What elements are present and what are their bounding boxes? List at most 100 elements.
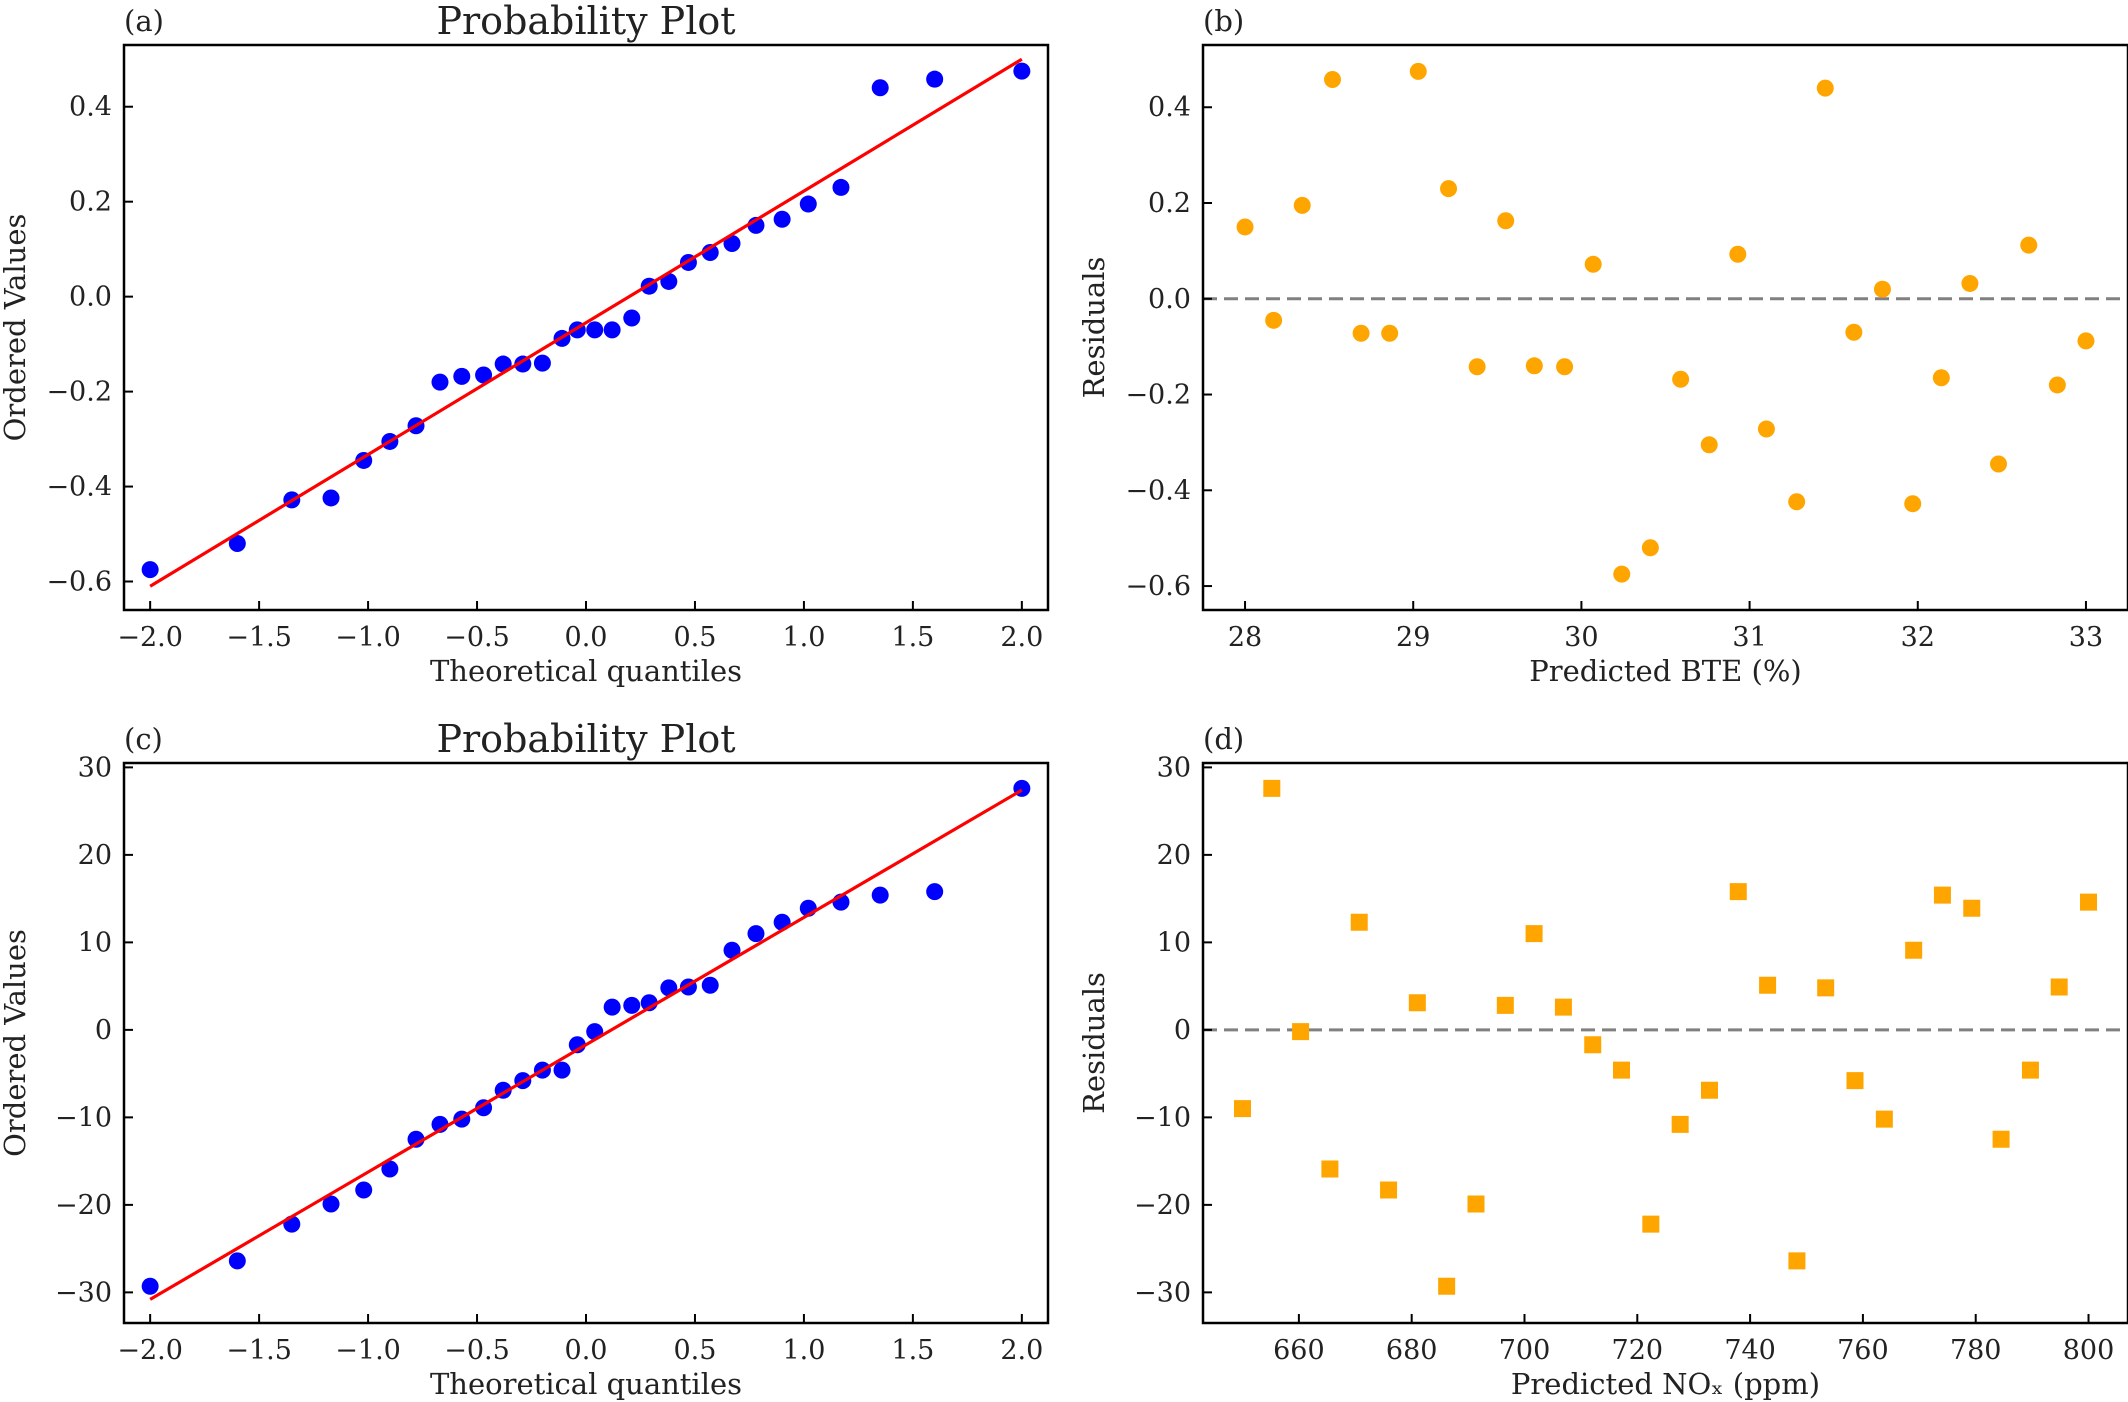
- data-point: [1556, 358, 1574, 376]
- data-point: [723, 234, 741, 252]
- x-tick-label: 1.5: [891, 622, 934, 653]
- data-point: [1467, 1195, 1485, 1213]
- data-point: [1321, 1160, 1339, 1178]
- y-tick-label: −20: [1134, 1190, 1191, 1221]
- data-point: [407, 1130, 425, 1148]
- x-tick-label: 2.0: [1000, 1335, 1043, 1366]
- y-axis-label: Residuals: [1077, 972, 1111, 1114]
- data-point: [1816, 79, 1834, 97]
- data-point: [701, 976, 719, 994]
- data-point: [553, 1061, 571, 1079]
- data-point: [1700, 436, 1718, 454]
- y-tick-label: 0.2: [1148, 188, 1191, 219]
- data-point: [1990, 455, 2007, 473]
- data-point: [1729, 245, 1747, 263]
- x-tick-label: 700: [1499, 1335, 1551, 1366]
- data-point: [1904, 495, 1922, 513]
- data-point: [1788, 1252, 1806, 1270]
- data-point: [1525, 357, 1543, 375]
- data-point: [2077, 332, 2095, 350]
- y-tick-label: 10: [1157, 927, 1191, 958]
- data-point: [1817, 979, 1835, 997]
- data-point: [1671, 1115, 1689, 1133]
- data-point: [723, 941, 741, 959]
- panel-b: 28 29 30 31 32 33 −0.6 −0.4 −0.2 0.0 0.2 0.4 Predict…: [1077, 4, 2128, 688]
- data-points: [141, 779, 1031, 1295]
- data-point: [586, 321, 604, 339]
- y-tick-label: −10: [1134, 1102, 1191, 1133]
- data-point: [494, 355, 512, 373]
- y-tick-label: −0.6: [46, 567, 112, 598]
- data-point: [1381, 324, 1399, 342]
- data-point: [623, 996, 641, 1014]
- y-tick-label: −0.2: [1125, 380, 1191, 411]
- panel-c: −2.0 −1.5 −1.0 −0.5 0.0 0.5 1.0 1.5 2.0 −30 −20 −10…: [0, 717, 1050, 1401]
- x-tick-label: 1.0: [782, 1335, 825, 1366]
- y-axis-label: Ordered Values: [0, 214, 32, 442]
- data-point: [1845, 323, 1863, 341]
- panel-title: Probability Plot: [436, 0, 735, 43]
- y-tick-label: 0.2: [69, 187, 112, 218]
- data-point: [1554, 998, 1572, 1016]
- data-point: [832, 178, 850, 196]
- data-point: [1875, 1110, 1893, 1128]
- x-tick-label: 1.0: [782, 622, 825, 653]
- x-axis-label: Predicted NOₓ (ppm): [1511, 1367, 1820, 1401]
- data-point: [701, 243, 719, 261]
- x-tick-label: 32: [1901, 622, 1935, 653]
- y-tick-label: 0.0: [69, 282, 112, 313]
- y-tick-label: 0.4: [69, 92, 112, 123]
- data-point: [1380, 1181, 1398, 1199]
- y-tick-label: −30: [1134, 1277, 1191, 1308]
- x-tick-label: −1.0: [335, 622, 401, 653]
- x-axis-label: Theoretical quantiles: [430, 654, 742, 688]
- data-point: [1584, 1036, 1602, 1054]
- data-point: [1584, 255, 1602, 273]
- y-tick-label: −0.2: [46, 377, 112, 408]
- data-point: [1265, 311, 1283, 329]
- x-tick-label: −0.5: [444, 1335, 510, 1366]
- data-point: [1236, 218, 1254, 236]
- y-axis-label: Residuals: [1077, 257, 1111, 399]
- x-tick-label: −1.5: [226, 622, 292, 653]
- data-point: [1350, 913, 1368, 931]
- x-tick-label: −2.0: [117, 1335, 183, 1366]
- x-tick-label: 31: [1732, 622, 1766, 653]
- data-point: [2080, 893, 2098, 911]
- data-point: [1873, 280, 1891, 298]
- y-tick-label: −30: [55, 1277, 112, 1308]
- data-point: [141, 561, 159, 579]
- data-point: [453, 367, 471, 385]
- x-tick-label: 680: [1386, 1335, 1438, 1366]
- data-point: [1438, 1277, 1456, 1295]
- y-tick-label: 0: [1174, 1015, 1191, 1046]
- data-point: [1641, 539, 1659, 557]
- data-point: [228, 535, 246, 553]
- data-point: [926, 883, 944, 901]
- data-point: [475, 366, 493, 384]
- data-point: [603, 321, 621, 339]
- data-point: [431, 373, 449, 391]
- data-point: [799, 195, 817, 213]
- data-point: [1729, 883, 1747, 901]
- data-point: [1961, 274, 1979, 292]
- data-point: [1497, 212, 1515, 230]
- data-point: [1409, 62, 1427, 80]
- y-tick-label: 0: [95, 1015, 112, 1046]
- panel-letter: (c): [124, 722, 163, 756]
- data-point: [1013, 62, 1031, 80]
- panel-letter: (d): [1203, 722, 1244, 756]
- data-point: [1759, 976, 1777, 994]
- data-point: [381, 1160, 399, 1178]
- x-tick-label: 33: [2069, 622, 2103, 653]
- data-point: [603, 998, 621, 1016]
- data-point: [2048, 376, 2066, 394]
- y-tick-label: −0.6: [1125, 571, 1191, 602]
- data-point: [660, 272, 678, 290]
- data-point: [926, 70, 944, 88]
- x-tick-label: 720: [1612, 1335, 1664, 1366]
- data-point: [1672, 370, 1690, 388]
- data-points: [1236, 62, 2095, 583]
- data-point: [1613, 1061, 1631, 1079]
